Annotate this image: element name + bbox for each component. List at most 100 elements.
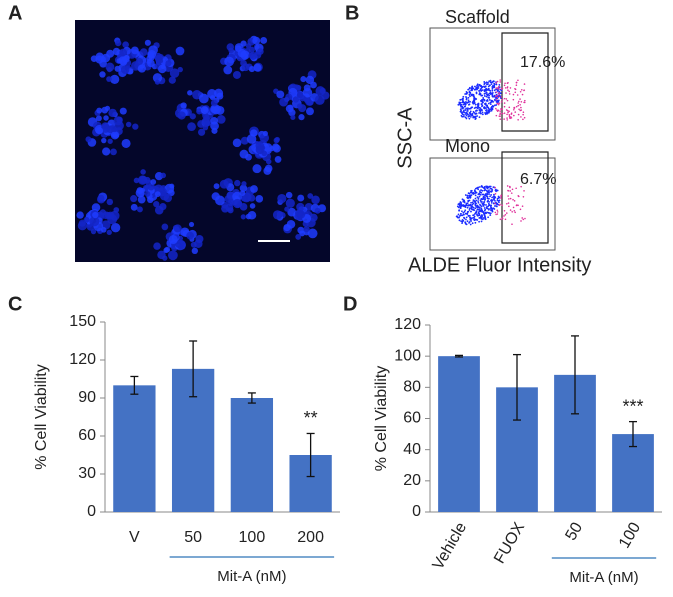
event (469, 115, 472, 118)
y-tick-label: 20 (403, 472, 421, 489)
bar (113, 385, 156, 512)
event (487, 202, 490, 205)
nucleus (110, 74, 120, 85)
event (475, 106, 478, 109)
event (489, 205, 492, 208)
event (476, 84, 478, 87)
event (506, 119, 509, 121)
nucleus (263, 166, 272, 175)
event (508, 93, 511, 95)
event (520, 220, 522, 222)
nucleus (125, 121, 132, 128)
event (516, 204, 518, 206)
event (461, 112, 463, 115)
nucleus (177, 66, 183, 73)
event (483, 203, 485, 206)
event (500, 197, 502, 199)
nucleus (196, 108, 203, 115)
event (485, 204, 487, 206)
event (470, 205, 473, 207)
y-tick-label: 60 (78, 427, 96, 444)
bar (230, 398, 274, 512)
nucleus (173, 224, 182, 233)
event (474, 103, 477, 106)
event (466, 220, 469, 223)
event (480, 191, 483, 194)
event (498, 115, 501, 117)
event (485, 93, 488, 96)
nucleus (274, 156, 282, 163)
nucleus (297, 194, 305, 202)
event (477, 206, 480, 209)
event (462, 115, 465, 118)
event (479, 190, 481, 193)
event (461, 210, 463, 213)
event (485, 212, 488, 215)
event (514, 111, 517, 113)
y-tick-label: 0 (87, 503, 96, 520)
nucleus (237, 48, 247, 58)
event (508, 106, 511, 109)
event (469, 110, 472, 113)
event (476, 196, 479, 199)
nucleus (140, 169, 146, 175)
event (517, 204, 519, 207)
event (485, 92, 488, 94)
nucleus (136, 187, 144, 194)
event (517, 79, 519, 82)
event (467, 214, 470, 217)
event (494, 193, 497, 195)
nucleus (302, 88, 313, 98)
panel-label: B (345, 2, 359, 24)
event (470, 210, 472, 213)
event (480, 99, 482, 102)
nucleus (85, 136, 92, 143)
event (499, 81, 502, 83)
event (474, 85, 476, 88)
event (518, 195, 520, 198)
event (470, 206, 473, 209)
nucleus (234, 179, 241, 187)
event (478, 195, 481, 198)
nucleus (246, 134, 257, 144)
event (476, 86, 479, 89)
nucleus (219, 179, 229, 189)
event (483, 199, 486, 201)
nucleus (97, 194, 105, 203)
nucleus (165, 60, 172, 67)
event (488, 84, 491, 87)
nucleus (232, 198, 243, 209)
nucleus (147, 183, 155, 191)
nucleus (261, 150, 268, 157)
event (491, 88, 494, 90)
event (468, 93, 471, 96)
event (459, 201, 462, 203)
nucleus (314, 207, 321, 214)
event (497, 96, 500, 99)
event (518, 100, 520, 103)
event (498, 84, 501, 86)
nucleus (168, 76, 176, 84)
event (468, 209, 471, 211)
event (466, 212, 469, 215)
event (498, 199, 501, 202)
nucleus (96, 107, 103, 114)
event (521, 217, 524, 219)
event (496, 80, 499, 83)
event (477, 201, 480, 204)
nucleus (303, 225, 310, 233)
event (464, 101, 467, 103)
event (466, 102, 469, 104)
nucleus (101, 53, 111, 63)
event (492, 186, 495, 188)
event (495, 97, 497, 100)
event (507, 111, 509, 114)
event (469, 191, 472, 194)
event (483, 207, 486, 209)
event (520, 106, 522, 109)
event (485, 81, 487, 84)
event (472, 192, 475, 195)
event (471, 113, 473, 116)
event (480, 112, 482, 115)
event (501, 108, 503, 110)
